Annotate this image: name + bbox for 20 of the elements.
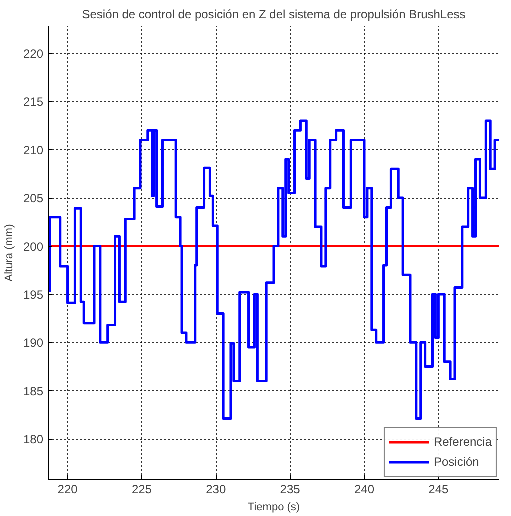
x-tick-label: 220 (58, 482, 78, 496)
x-tick-label: 230 (206, 482, 226, 496)
y-tick-label: 205 (23, 192, 44, 206)
y-tick-label: 190 (23, 336, 44, 350)
x-axis-title: Tiempo (s) (248, 502, 300, 514)
y-axis-title: Altura (mm) (3, 224, 16, 282)
legend-label: Referencia (434, 435, 492, 449)
y-tick-label: 210 (23, 143, 44, 158)
legend-label: Posición (434, 455, 480, 469)
y-tick-label: 215 (23, 95, 44, 110)
x-tick-label: 240 (354, 482, 375, 496)
y-tick-label: 200 (23, 240, 44, 254)
y-tick-label: 220 (23, 46, 44, 61)
y-tick-label: 180 (23, 432, 44, 447)
x-tick-label: 225 (132, 482, 152, 496)
y-tick-label: 195 (23, 288, 44, 302)
y-tick-label: 185 (23, 384, 44, 398)
x-tick-label: 235 (280, 482, 301, 496)
x-tick-label: 245 (428, 482, 450, 496)
chart-title: Sesión de control de posición en Z del sistema de propulsión BrushLess (82, 8, 466, 22)
